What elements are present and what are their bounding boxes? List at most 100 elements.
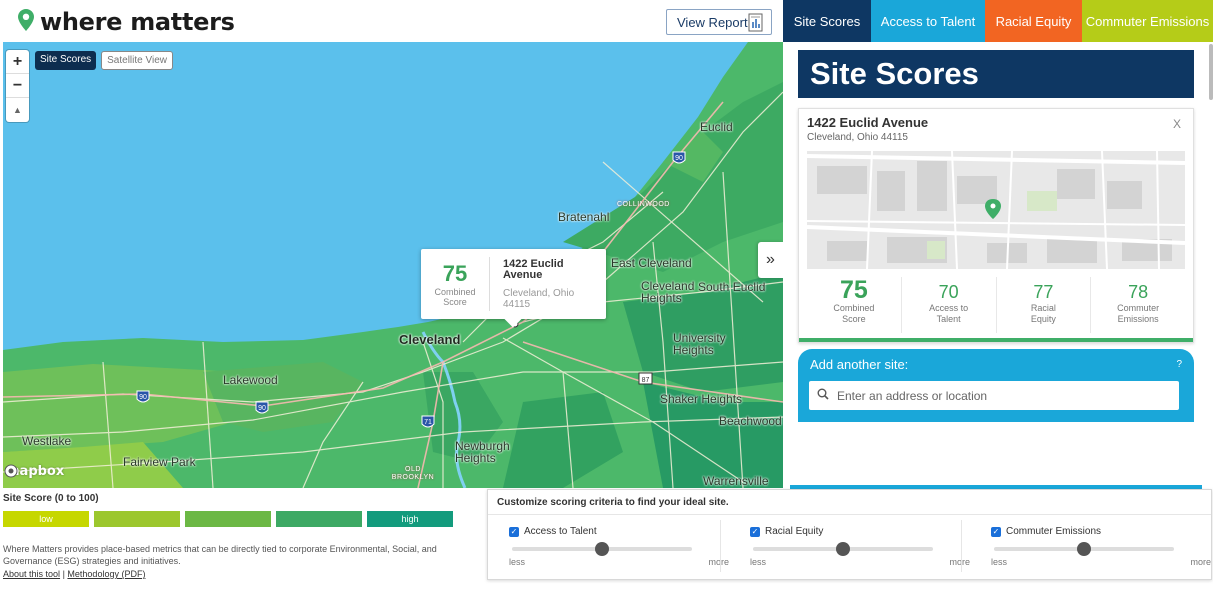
access-to-talent-criteria-label: Access to Talent: [524, 526, 597, 537]
slider-handle[interactable]: [1077, 542, 1091, 556]
slider-handle[interactable]: [595, 542, 609, 556]
satellite-view-button[interactable]: Satellite View: [101, 51, 173, 70]
zoom-out-button[interactable]: −: [6, 74, 29, 98]
popup-city: Cleveland, Ohio 44115: [503, 288, 575, 310]
slider-less-label: less: [750, 557, 767, 567]
tab-site-scores[interactable]: Site Scores: [783, 0, 871, 42]
view-report-button[interactable]: View Report: [666, 9, 772, 35]
highway-shields: 90 90 90 71 87: [136, 151, 686, 428]
checkmark-icon: ✓: [750, 526, 760, 537]
criteria-separator: [720, 520, 721, 572]
site-score-map[interactable]: 90 90 90 71 87 Euclid Bratenahl COLLINWO…: [3, 42, 783, 488]
map-label-east-cleveland: East Cleveland: [611, 256, 692, 270]
slider-more-label: more: [949, 557, 970, 567]
legend-bin-3: [185, 511, 271, 527]
site-card-city: Cleveland, Ohio 44115: [807, 132, 908, 143]
address-search-input[interactable]: Enter an address or location: [809, 381, 1179, 410]
map-label-cleveland-heights: Cleveland Heights: [641, 279, 695, 305]
score-legend: low high: [3, 511, 453, 527]
access-to-talent-score: 70 Access to Talent: [902, 277, 997, 333]
tab-access-to-talent[interactable]: Access to Talent: [871, 0, 985, 42]
scoring-criteria-panel: Customize scoring criteria to find your …: [487, 489, 1212, 580]
criteria-separator: [961, 520, 962, 572]
app-header: where matters View Report: [0, 0, 783, 42]
site-card: 1422 Euclid Avenue Cleveland, Ohio 44115…: [798, 108, 1194, 343]
close-site-button[interactable]: X: [1172, 117, 1181, 131]
tab-racial-equity[interactable]: Racial Equity: [985, 0, 1082, 42]
r87-shield: 87: [642, 377, 650, 384]
site-scores-view-button[interactable]: Site Scores: [35, 51, 97, 70]
score-tabs: Site Scores Access to Talent Racial Equi…: [783, 0, 1213, 42]
add-site-title: Add another site:: [810, 357, 909, 372]
popup-address: 1422 Euclid Avenue: [503, 258, 564, 281]
map-label-bratenahl: Bratenahl: [558, 210, 610, 224]
add-site-help-icon[interactable]: ?: [1176, 359, 1182, 370]
map-label-euclid: Euclid: [700, 120, 733, 134]
site-minimap[interactable]: [807, 151, 1185, 269]
score-color-bar: [799, 338, 1193, 342]
legend-bin-4: [276, 511, 362, 527]
popup-score-label: Combined Score: [434, 287, 476, 307]
combined-score-value: 75: [839, 276, 868, 304]
brand-logo[interactable]: where matters: [18, 8, 235, 36]
racial-equity-score: 77 Racial Equity: [997, 277, 1092, 333]
site-score-summary: 75 Combined Score 70 Access to Talent 77…: [807, 277, 1185, 333]
mapbox-label: mapbox: [6, 464, 65, 479]
racial-equity-slider: ✓ Racial Equity less more: [750, 526, 970, 570]
commuter-emissions-criteria-label: Commuter Emissions: [1006, 526, 1102, 537]
commuter-emissions-label: Commuter Emissions: [1117, 303, 1160, 324]
map-label-collinwood: COLLINWOOD: [617, 201, 670, 208]
access-to-talent-value: 70: [938, 282, 959, 302]
slider-handle[interactable]: [836, 542, 850, 556]
i90-shield-b: 90: [139, 394, 147, 401]
map-label-warrensville: Warrensville: [703, 474, 769, 488]
location-pin-icon: [18, 8, 34, 36]
commuter-emissions-value: 78: [1128, 282, 1149, 302]
map-label-south-euclid: South Euclid: [698, 280, 766, 294]
panel-title: Site Scores: [798, 50, 1194, 98]
compass-button[interactable]: ▲: [13, 105, 22, 115]
map-view-toggle: Site Scores Satellite View: [35, 51, 173, 70]
map-label-shaker-heights: Shaker Heights: [660, 392, 743, 406]
add-site-section: Add another site: ? Enter an address or …: [798, 349, 1194, 422]
map-label-university-heights: University Heights: [673, 331, 726, 357]
collapse-panel-button[interactable]: »: [758, 242, 783, 278]
zoom-in-button[interactable]: +: [6, 50, 29, 74]
site-popup[interactable]: 75 Combined Score 1422 Euclid Avenue Cle…: [421, 249, 606, 328]
panel-scrollbar[interactable]: [1209, 44, 1213, 100]
slider-more-label: more: [1190, 557, 1211, 567]
minimap-canvas: [807, 151, 1185, 269]
view-report-label: View Report: [677, 14, 748, 30]
map-label-cleveland: Cleveland: [399, 332, 461, 347]
about-text: Where Matters provides place-based metri…: [3, 544, 437, 566]
commuter-emissions-slider: ✓ Commuter Emissions less more: [991, 526, 1211, 570]
racial-equity-checkbox[interactable]: ✓ Racial Equity: [750, 526, 823, 537]
access-to-talent-slider: ✓ Access to Talent less more: [509, 526, 729, 570]
address-search-placeholder: Enter an address or location: [837, 388, 988, 403]
map-canvas: 90 90 90 71 87: [3, 42, 783, 488]
legend-bin-low: low: [3, 511, 89, 527]
legend-title: Site Score (0 to 100): [3, 493, 99, 504]
access-to-talent-checkbox[interactable]: ✓ Access to Talent: [509, 526, 597, 537]
about-tool-link[interactable]: About this tool: [3, 569, 61, 579]
link-separator: |: [62, 569, 65, 579]
access-to-talent-label: Access to Talent: [929, 303, 969, 324]
search-icon: [817, 388, 829, 403]
i90-shield-a: 90: [675, 155, 683, 162]
tab-commuter-emissions[interactable]: Commuter Emissions: [1082, 0, 1213, 42]
report-icon: [747, 13, 765, 36]
criteria-divider: [488, 514, 1211, 515]
mapbox-attribution[interactable]: mapbox: [4, 464, 64, 479]
i90-shield-c: 90: [258, 405, 266, 412]
checkmark-icon: ✓: [509, 526, 519, 537]
map-label-lakewood: Lakewood: [223, 373, 278, 387]
commuter-emissions-checkbox[interactable]: ✓ Commuter Emissions: [991, 526, 1101, 537]
checkmark-icon: ✓: [991, 526, 1001, 537]
methodology-link[interactable]: Methodology (PDF): [67, 569, 146, 579]
map-zoom-controls: + − ▲: [6, 50, 29, 122]
combined-score-label: Combined Score: [833, 303, 875, 324]
footer-links: About this tool | Methodology (PDF): [3, 569, 145, 579]
brand-name: where matters: [40, 8, 235, 36]
legend-bin-high: high: [367, 511, 453, 527]
commuter-emissions-score: 78 Commuter Emissions: [1091, 277, 1185, 333]
